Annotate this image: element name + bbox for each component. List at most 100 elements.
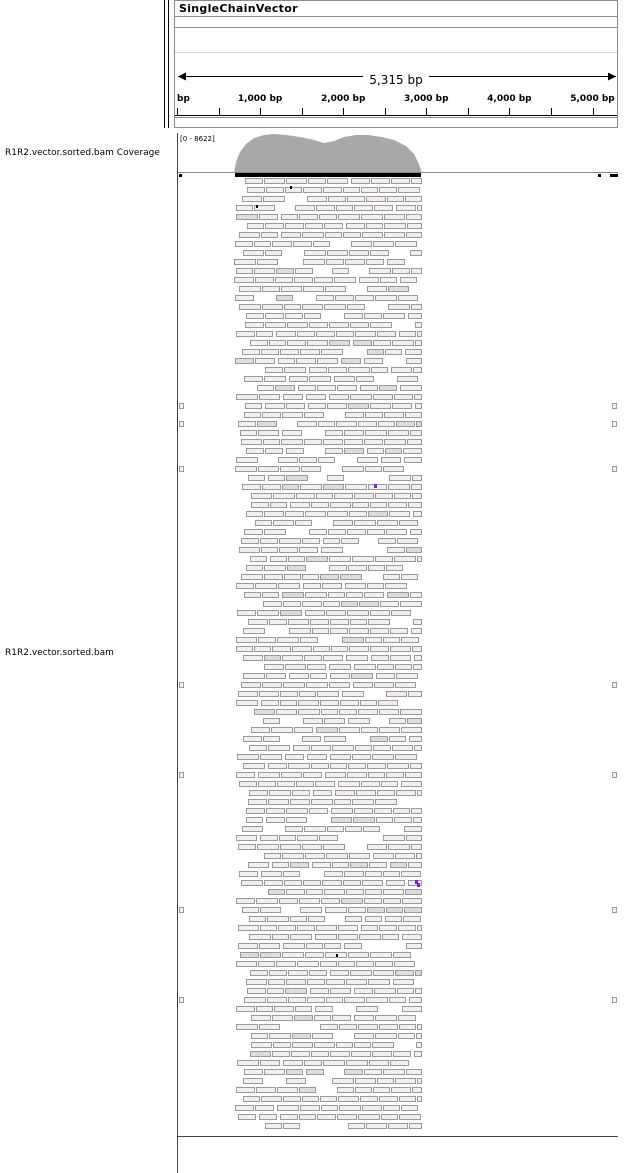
- aligned-read[interactable]: [236, 1024, 258, 1030]
- aligned-read[interactable]: [406, 835, 422, 841]
- aligned-read[interactable]: [401, 871, 421, 877]
- aligned-read[interactable]: [401, 637, 419, 643]
- aligned-read[interactable]: [395, 754, 417, 760]
- aligned-read[interactable]: [359, 934, 381, 940]
- aligned-read[interactable]: [356, 961, 374, 967]
- aligned-read[interactable]: [416, 1033, 422, 1039]
- aligned-read[interactable]: [371, 367, 388, 373]
- aligned-read[interactable]: [234, 259, 256, 265]
- aligned-read[interactable]: [265, 1123, 282, 1129]
- aligned-read[interactable]: [290, 502, 310, 508]
- aligned-read[interactable]: [318, 421, 335, 427]
- aligned-read[interactable]: [348, 367, 370, 373]
- aligned-read[interactable]: [315, 934, 337, 940]
- aligned-read[interactable]: [374, 988, 396, 994]
- aligned-read[interactable]: [339, 1105, 361, 1111]
- aligned-read[interactable]: [350, 619, 367, 625]
- aligned-read[interactable]: [385, 916, 402, 922]
- aligned-read[interactable]: [236, 835, 257, 841]
- aligned-read[interactable]: [410, 250, 422, 256]
- aligned-read[interactable]: [347, 196, 365, 202]
- aligned-read[interactable]: [377, 520, 398, 526]
- aligned-read[interactable]: [377, 331, 396, 337]
- aligned-read[interactable]: [269, 970, 287, 976]
- aligned-read[interactable]: [303, 259, 325, 265]
- aligned-read[interactable]: [364, 592, 384, 598]
- aligned-read[interactable]: [256, 1006, 273, 1012]
- aligned-read[interactable]: [242, 907, 259, 913]
- aligned-read[interactable]: [392, 268, 410, 274]
- aligned-read[interactable]: [284, 574, 301, 580]
- aligned-read[interactable]: [366, 196, 386, 202]
- aligned-read[interactable]: [266, 808, 285, 814]
- aligned-read[interactable]: [381, 457, 401, 463]
- aligned-read[interactable]: [265, 367, 283, 373]
- aligned-read[interactable]: [246, 979, 267, 985]
- aligned-read[interactable]: [354, 1042, 371, 1048]
- aligned-read[interactable]: [417, 1078, 422, 1084]
- aligned-read[interactable]: [260, 1060, 280, 1066]
- aligned-read[interactable]: [394, 394, 413, 400]
- aligned-read[interactable]: [302, 304, 323, 310]
- aligned-read[interactable]: [334, 799, 351, 805]
- aligned-read[interactable]: [287, 322, 308, 328]
- aligned-read[interactable]: [248, 862, 269, 868]
- aligned-read[interactable]: [306, 943, 323, 949]
- aligned-read[interactable]: [383, 871, 400, 877]
- aligned-read[interactable]: [336, 421, 357, 427]
- aligned-read[interactable]: [329, 394, 349, 400]
- aligned-read[interactable]: [406, 232, 422, 238]
- aligned-read[interactable]: [346, 592, 363, 598]
- aligned-read[interactable]: [307, 979, 325, 985]
- aligned-read[interactable]: [387, 592, 409, 598]
- aligned-read[interactable]: [370, 502, 387, 508]
- aligned-read[interactable]: [282, 412, 303, 418]
- aligned-read[interactable]: [400, 601, 422, 607]
- aligned-read[interactable]: [273, 520, 294, 526]
- aligned-read[interactable]: [277, 1087, 298, 1093]
- aligned-read[interactable]: [383, 835, 405, 841]
- aligned-read[interactable]: [400, 709, 422, 715]
- aligned-read[interactable]: [412, 1087, 422, 1093]
- aligned-read[interactable]: [249, 745, 267, 751]
- aligned-read[interactable]: [388, 844, 410, 850]
- aligned-read[interactable]: [278, 925, 296, 931]
- aligned-read[interactable]: [235, 241, 253, 247]
- aligned-read[interactable]: [288, 997, 306, 1003]
- aligned-read[interactable]: [327, 403, 347, 409]
- aligned-read[interactable]: [394, 961, 415, 967]
- aligned-read[interactable]: [238, 421, 256, 427]
- aligned-read[interactable]: [289, 376, 308, 382]
- aligned-read[interactable]: [367, 448, 384, 454]
- aligned-read[interactable]: [411, 484, 422, 490]
- aligned-read[interactable]: [320, 1024, 338, 1030]
- aligned-read[interactable]: [361, 187, 378, 193]
- aligned-read[interactable]: [262, 304, 283, 310]
- aligned-read[interactable]: [346, 223, 365, 229]
- aligned-read[interactable]: [338, 961, 355, 967]
- aligned-read[interactable]: [323, 538, 340, 544]
- aligned-read[interactable]: [330, 1051, 350, 1057]
- aligned-read[interactable]: [352, 502, 369, 508]
- aligned-read[interactable]: [386, 691, 407, 697]
- aligned-read[interactable]: [264, 565, 286, 571]
- aligned-read[interactable]: [293, 241, 312, 247]
- aligned-read[interactable]: [344, 430, 364, 436]
- aligned-read[interactable]: [264, 574, 283, 580]
- aligned-read[interactable]: [240, 952, 259, 958]
- aligned-read[interactable]: [326, 997, 343, 1003]
- aligned-read[interactable]: [290, 862, 309, 868]
- aligned-read[interactable]: [251, 502, 269, 508]
- aligned-read[interactable]: [401, 781, 422, 787]
- aligned-read[interactable]: [388, 484, 410, 490]
- aligned-read[interactable]: [358, 421, 377, 427]
- aligned-read[interactable]: [398, 295, 418, 301]
- aligned-read[interactable]: [352, 556, 374, 562]
- aligned-read[interactable]: [323, 655, 343, 661]
- aligned-read[interactable]: [316, 493, 333, 499]
- aligned-read[interactable]: [268, 745, 290, 751]
- aligned-read[interactable]: [338, 934, 358, 940]
- aligned-read[interactable]: [310, 619, 329, 625]
- aligned-read[interactable]: [389, 736, 406, 742]
- aligned-read[interactable]: [380, 601, 399, 607]
